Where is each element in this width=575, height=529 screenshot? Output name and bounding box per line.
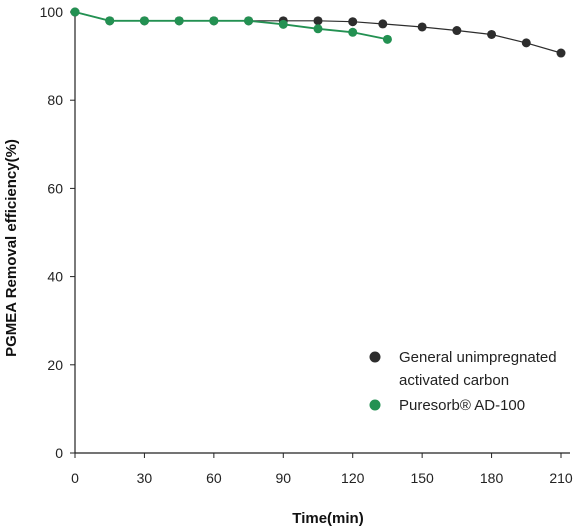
data-point-puresorb <box>348 27 358 37</box>
data-point-puresorb <box>105 16 115 26</box>
data-point-general-carbon <box>378 19 388 29</box>
data-point-general-carbon <box>313 16 323 26</box>
x-tick-label: 90 <box>275 470 291 486</box>
legend-marker-general-carbon <box>369 351 381 363</box>
y-tick-label: 100 <box>40 4 64 20</box>
y-tick-label: 0 <box>55 445 63 461</box>
data-point-puresorb <box>70 7 80 17</box>
y-tick-label: 60 <box>47 180 63 196</box>
y-tick-label: 80 <box>47 92 63 108</box>
legend: General unimpregnated activated carbon P… <box>369 349 557 414</box>
series-line-puresorb <box>74 11 388 41</box>
data-point-general-carbon <box>521 38 531 48</box>
data-point-puresorb <box>278 19 288 29</box>
data-point-general-carbon <box>452 26 462 36</box>
x-tick-label: 0 <box>71 470 79 486</box>
legend-label-general-carbon-line1: General unimpregnated <box>399 349 557 366</box>
x-tick-label: 210 <box>549 470 573 486</box>
data-point-puresorb <box>139 16 149 26</box>
legend-marker-puresorb <box>369 399 381 411</box>
data-point-general-carbon <box>487 29 497 39</box>
x-tick-labels: 0 30 60 90 120 150 180 210 <box>71 453 573 486</box>
axes <box>74 12 570 454</box>
x-tick-label: 180 <box>480 470 504 486</box>
data-point-puresorb <box>244 16 254 26</box>
data-point-general-carbon <box>348 17 358 27</box>
x-axis-title: Time(min) <box>292 510 363 527</box>
data-point-puresorb <box>382 34 392 44</box>
data-point-puresorb <box>313 24 323 34</box>
data-point-general-carbon <box>417 22 427 32</box>
y-tick-labels: 0 20 40 60 80 100 <box>40 4 75 461</box>
legend-label-puresorb: Puresorb® AD-100 <box>399 397 525 414</box>
data-point-general-carbon <box>556 48 566 58</box>
x-tick-label: 150 <box>410 470 434 486</box>
data-point-puresorb <box>174 16 184 26</box>
data-point-puresorb <box>209 16 219 26</box>
x-tick-label: 60 <box>206 470 222 486</box>
legend-label-general-carbon-line2: activated carbon <box>399 372 509 389</box>
y-axis-title: PGMEA Removal efficiency(%) <box>3 139 20 357</box>
y-tick-label: 40 <box>47 269 63 285</box>
x-tick-label: 30 <box>137 470 153 486</box>
series-layer <box>70 7 566 58</box>
y-tick-label: 20 <box>47 357 63 373</box>
x-tick-label: 120 <box>341 470 365 486</box>
